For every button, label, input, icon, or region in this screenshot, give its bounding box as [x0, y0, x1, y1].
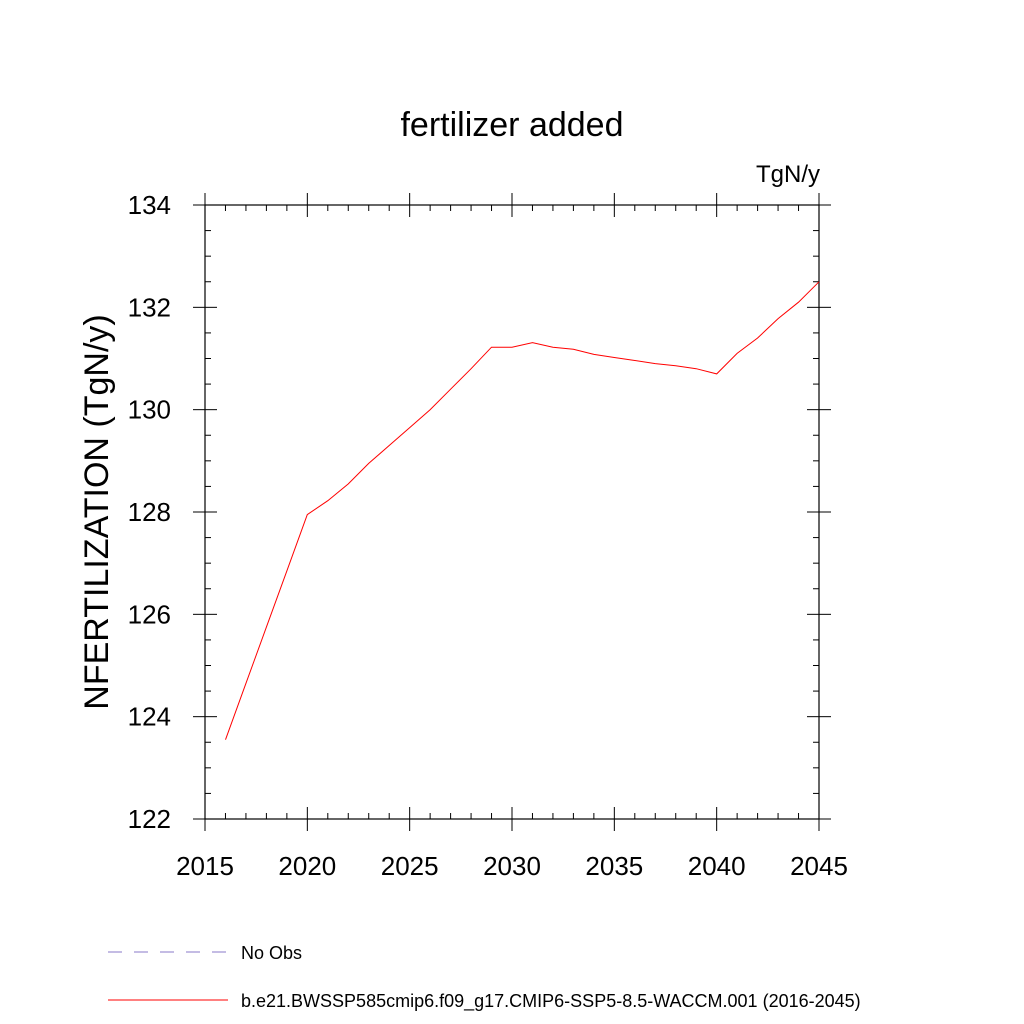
- y-tick-label: 124: [128, 702, 171, 732]
- y-tick-label: 130: [128, 395, 171, 425]
- y-tick-label: 122: [128, 804, 171, 834]
- y-tick-label: 126: [128, 599, 171, 629]
- y-axis-label: NFERTILIZATION (TgN/y): [78, 314, 116, 709]
- x-tick-label: 2035: [585, 851, 643, 881]
- y-tick-label: 134: [128, 190, 171, 220]
- x-tick-label: 2030: [483, 851, 541, 881]
- axis-ticks: [193, 193, 831, 831]
- units-label: TgN/y: [756, 161, 820, 188]
- x-tick-label: 2025: [381, 851, 439, 881]
- x-tick-label: 2040: [688, 851, 746, 881]
- tick-labels: 2015 2020 2025 2030 2035 2040 2045 122 124 126 128…: [128, 190, 848, 881]
- x-tick-label: 2045: [790, 851, 848, 881]
- legend: No Obs b.e21.BWSSP585cmip6.f09_g17.CMIP6-…: [108, 943, 861, 1012]
- series-group: [225, 281, 820, 740]
- chart-title: fertilizer added: [400, 106, 623, 144]
- plot-frame: [204, 204, 820, 820]
- legend-label: b.e21.BWSSP585cmip6.f09_g17.CMIP6-SSP5-8…: [241, 991, 861, 1012]
- legend-label: No Obs: [241, 943, 302, 963]
- y-tick-label: 132: [128, 292, 171, 322]
- y-tick-label: 128: [128, 497, 171, 527]
- x-tick-label: 2020: [278, 851, 336, 881]
- x-tick-label: 2015: [176, 851, 234, 881]
- series-line: [225, 281, 820, 740]
